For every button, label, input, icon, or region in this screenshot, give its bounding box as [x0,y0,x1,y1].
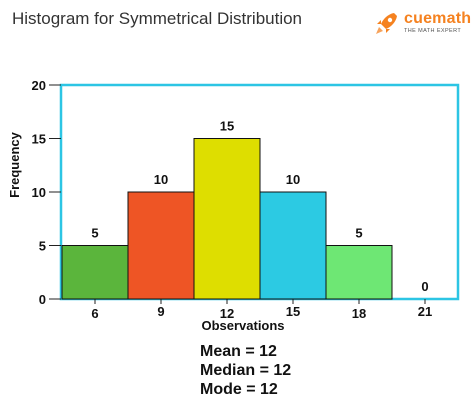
logo-tagline: THE MATH EXPERT [404,28,462,34]
y-tick-label: 20 [32,78,46,93]
mode-stat: Mode = 12 [200,381,278,398]
x-tick-label: 18 [352,306,366,321]
histogram-bar [61,245,129,300]
summary-statistics: Mean = 12 Median = 12 Mode = 12 [200,342,291,399]
x-tick-label: 15 [286,304,300,319]
x-tick-label: 12 [220,306,234,321]
bar-value-label: 10 [286,172,300,187]
x-tick-label: 21 [418,304,432,319]
bar-value-label: 5 [91,226,98,241]
histogram-bar [193,138,261,300]
mean-stat: Mean = 12 [200,343,277,360]
y-tick-label: 5 [39,239,46,254]
y-tick-label: 10 [32,185,46,200]
histogram-chart: 0 5 10 15 20 5 6 10 9 15 12 10 15 5 18 0 21 Frequency O… [7,78,460,333]
histogram-bar [325,245,393,300]
histogram-bar [127,191,195,300]
histogram-bar [259,191,327,300]
cuemath-logo: cuemath THE MATH EXPERT [374,8,471,36]
y-tick-label: 15 [32,132,46,147]
bar-value-label: 10 [154,172,168,187]
x-tick-label: 9 [157,304,164,319]
bar-value-label: 0 [421,279,428,294]
x-tick-label: 6 [91,306,98,321]
y-tick-label: 0 [39,292,46,307]
median-stat: Median = 12 [200,362,292,379]
rocket-icon [376,13,397,34]
x-axis-label: Observations [201,318,284,333]
logo-wordmark: cuemath [404,10,472,27]
bar-value-label: 15 [220,119,234,134]
y-axis-label: Frequency [7,131,22,198]
bar-value-label: 5 [355,226,362,241]
page-title: Histogram for Symmetrical Distribution [12,9,303,28]
